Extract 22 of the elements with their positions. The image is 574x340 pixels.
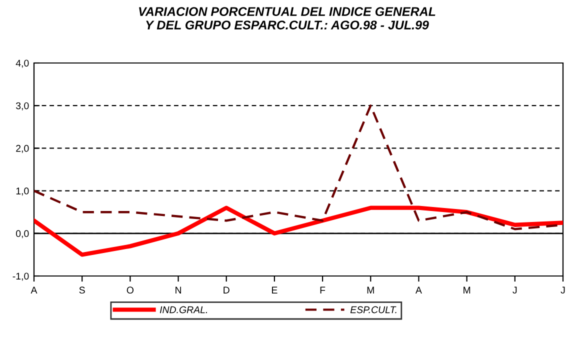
line-series [34, 206, 563, 257]
legend-label: ESP.CULT. [350, 306, 396, 314]
x-tick-label: O [126, 286, 134, 294]
x-tick-label: S [79, 286, 85, 294]
x-tick-label: J [560, 286, 565, 294]
y-tick-label: 2,0 [16, 144, 29, 153]
x-tick-label: A [30, 286, 38, 294]
x-tick-label: F [320, 286, 326, 294]
legend-label: IND.GRAL. [160, 306, 207, 314]
x-tick-label: D [224, 286, 230, 294]
x-tick-label: N [176, 286, 181, 294]
y-tick-label: 0,0 [16, 230, 29, 238]
x-tick-label: J [512, 286, 517, 294]
chart-title: VARIACION PORCENTUAL DEL INDICE GENERAL Y DEL GRUPO ESPARC.CULT.: AGO.98 - JUL.99 [139, 7, 436, 30]
x-tick-label: E [272, 286, 278, 294]
y-tick-label: -1,0 [12, 272, 29, 281]
x-tick-label: A [416, 286, 422, 294]
x-tick-label: M [367, 286, 374, 294]
y-tick-label: 1,0 [16, 188, 29, 196]
x-tick-label: M [464, 286, 470, 294]
y-tick-label: 3,0 [16, 102, 29, 110]
y-tick-label: 4,0 [16, 60, 29, 68]
